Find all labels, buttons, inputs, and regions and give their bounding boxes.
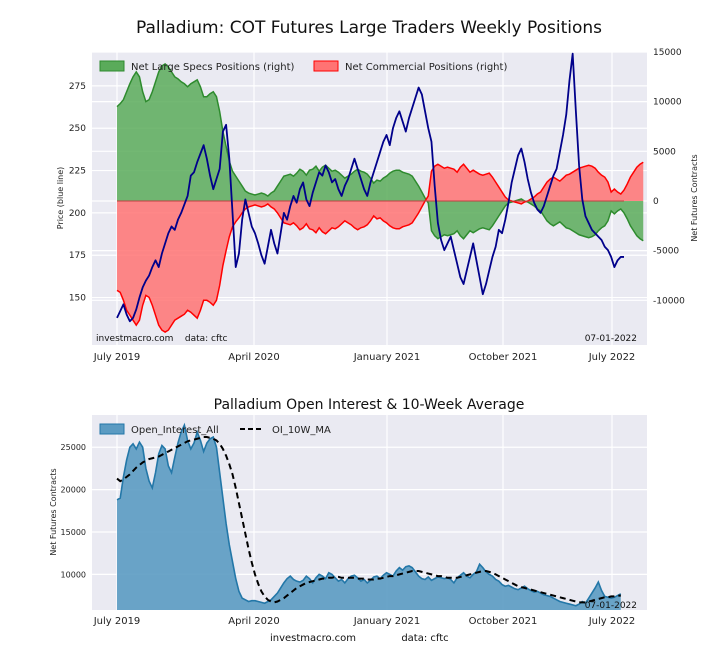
top-right-tick-label: -5000 bbox=[653, 247, 679, 257]
legend-label-net-commercial: Net Commercial Positions (right) bbox=[345, 62, 507, 73]
top-left-tick-label: 200 bbox=[69, 209, 86, 219]
price-line bbox=[116, 52, 624, 323]
legend-label-oi-ma: OI_10W_MA bbox=[272, 425, 331, 436]
bottom-left-axis-label: Net Futures Contracts bbox=[49, 468, 58, 555]
bottom-x-tick-label: January 2021 bbox=[353, 616, 421, 627]
bottom-x-axis-ticks: July 2019 April 2020 January 2021 October 2… bbox=[93, 616, 636, 627]
top-x-axis-ticks: July 2019 April 2020 January 2021 October 2… bbox=[93, 352, 636, 363]
top-watermark-date: 07-01-2022 bbox=[585, 334, 637, 344]
bottom-left-tick-label: 10000 bbox=[61, 570, 86, 579]
top-left-tick-label: 250 bbox=[69, 124, 86, 134]
top-right-tick-label: -10000 bbox=[653, 296, 685, 306]
top-left-tick-label: 175 bbox=[69, 251, 86, 261]
legend-swatch-net-specs bbox=[99, 60, 125, 72]
top-x-tick-label: October 2021 bbox=[469, 352, 538, 363]
top-right-tick-label: 0 bbox=[653, 197, 659, 207]
top-left-tick-label: 225 bbox=[69, 167, 86, 177]
footer-site: investmacro.com bbox=[270, 633, 356, 644]
top-x-tick-label: April 2020 bbox=[228, 352, 279, 363]
legend-label-open-interest: Open_Interest_All bbox=[131, 425, 219, 436]
top-left-tick-label: 150 bbox=[69, 294, 86, 304]
oi-10w-ma-line bbox=[116, 436, 621, 604]
legend-label-net-specs: Net Large Specs Positions (right) bbox=[131, 62, 295, 73]
open-interest-line bbox=[116, 422, 622, 607]
bottom-legend: Open_Interest_All OI_10W_MA bbox=[99, 423, 331, 436]
net-commercial-line bbox=[116, 161, 644, 333]
top-watermark-source: investmacro.com data: cftc bbox=[96, 334, 228, 344]
bottom-x-tick-label: July 2019 bbox=[93, 616, 141, 627]
top-legend: Net Large Specs Positions (right) Net Co… bbox=[99, 60, 507, 73]
top-right-tick-label: 15000 bbox=[653, 48, 682, 58]
top-right-axis-label: Net Futures Contracts bbox=[690, 154, 699, 241]
top-position-areas bbox=[116, 62, 644, 333]
open-interest-area bbox=[117, 425, 621, 610]
bottom-chart-title: Palladium Open Interest & 10-Week Averag… bbox=[214, 397, 525, 413]
bottom-left-axis-ticks: 10000 15000 20000 25000 bbox=[61, 443, 86, 579]
legend-swatch-net-commercial bbox=[313, 60, 339, 72]
bottom-watermark-date: 07-01-2022 bbox=[585, 601, 637, 611]
top-x-tick-label: January 2021 bbox=[353, 352, 421, 363]
bottom-x-tick-label: October 2021 bbox=[469, 616, 538, 627]
top-left-axis-label: Price (blue line) bbox=[56, 167, 65, 230]
top-x-tick-label: July 2022 bbox=[588, 352, 636, 363]
top-right-tick-label: 10000 bbox=[653, 98, 682, 108]
bottom-left-tick-label: 20000 bbox=[61, 486, 86, 495]
bottom-left-tick-label: 15000 bbox=[61, 528, 86, 537]
net-specs-line bbox=[116, 62, 644, 242]
top-left-axis-ticks: 150 175 200 225 250 275 bbox=[69, 82, 86, 304]
net-specs-area bbox=[117, 63, 644, 241]
top-right-tick-label: 5000 bbox=[653, 147, 676, 157]
top-chart-title: Palladium: COT Futures Large Traders Wee… bbox=[136, 18, 602, 38]
net-commercial-area bbox=[117, 162, 644, 333]
top-left-tick-label: 275 bbox=[69, 82, 86, 92]
top-right-axis-ticks: -10000 -5000 0 5000 10000 15000 bbox=[653, 48, 685, 306]
footer-data-source: data: cftc bbox=[401, 633, 448, 644]
top-x-tick-label: July 2019 bbox=[93, 352, 141, 363]
legend-swatch-open-interest bbox=[99, 423, 125, 435]
bottom-x-tick-label: July 2022 bbox=[588, 616, 636, 627]
bottom-x-tick-label: April 2020 bbox=[228, 616, 279, 627]
bottom-left-tick-label: 25000 bbox=[61, 443, 86, 452]
